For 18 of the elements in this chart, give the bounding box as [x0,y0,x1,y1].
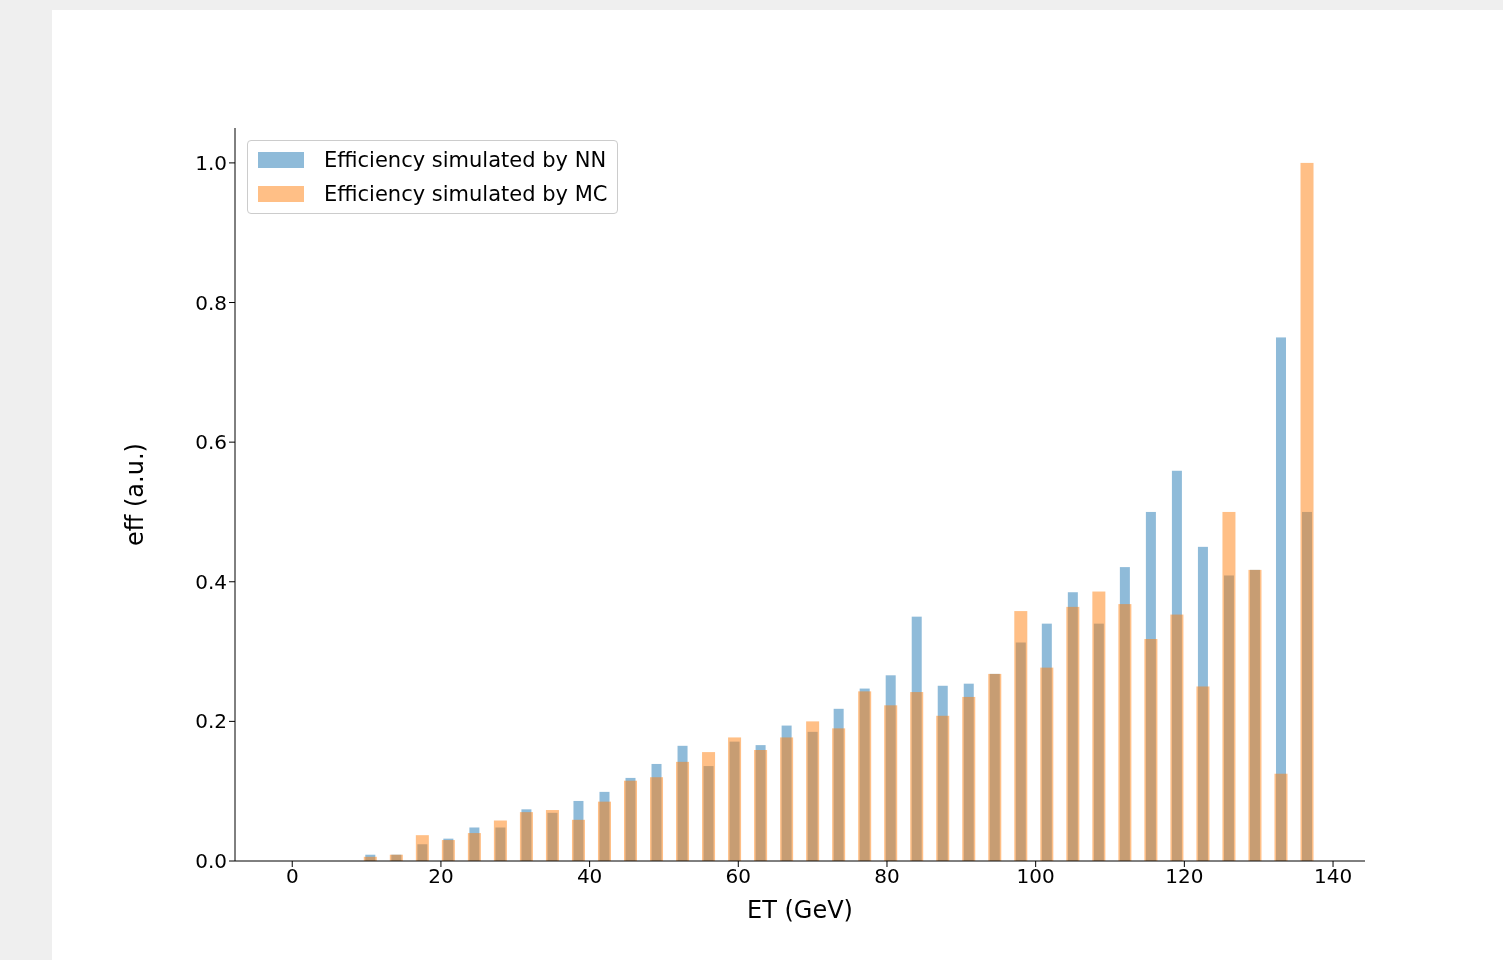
y-tick-label: 0.8 [195,290,227,315]
x-tick-label: 20 [428,864,454,889]
x-tick-label: 80 [874,864,900,889]
x-tick-label: 140 [1313,864,1353,889]
y-axis-title: eff (a.u.) [121,443,149,546]
x-tick-label: 40 [576,864,603,889]
x-tick-label: 120 [1165,864,1204,889]
x-tick-label: 60 [725,864,752,889]
y-tick-label: 0.6 [195,430,227,455]
x-tick-label: 100 [1016,864,1055,889]
y-tick-label: 0.2 [195,709,227,734]
y-tick-label: 0.0 [195,849,227,874]
x-axis-title: ET (GeV) [747,896,853,925]
x-tick-label: 0 [285,864,299,889]
y-tick-label: 1.0 [195,151,227,175]
legend-label: Efficiency simulated by NN [324,148,607,172]
legend-label: Efficiency simulated by MC [324,182,608,206]
y-tick-label: 0.4 [195,569,227,594]
